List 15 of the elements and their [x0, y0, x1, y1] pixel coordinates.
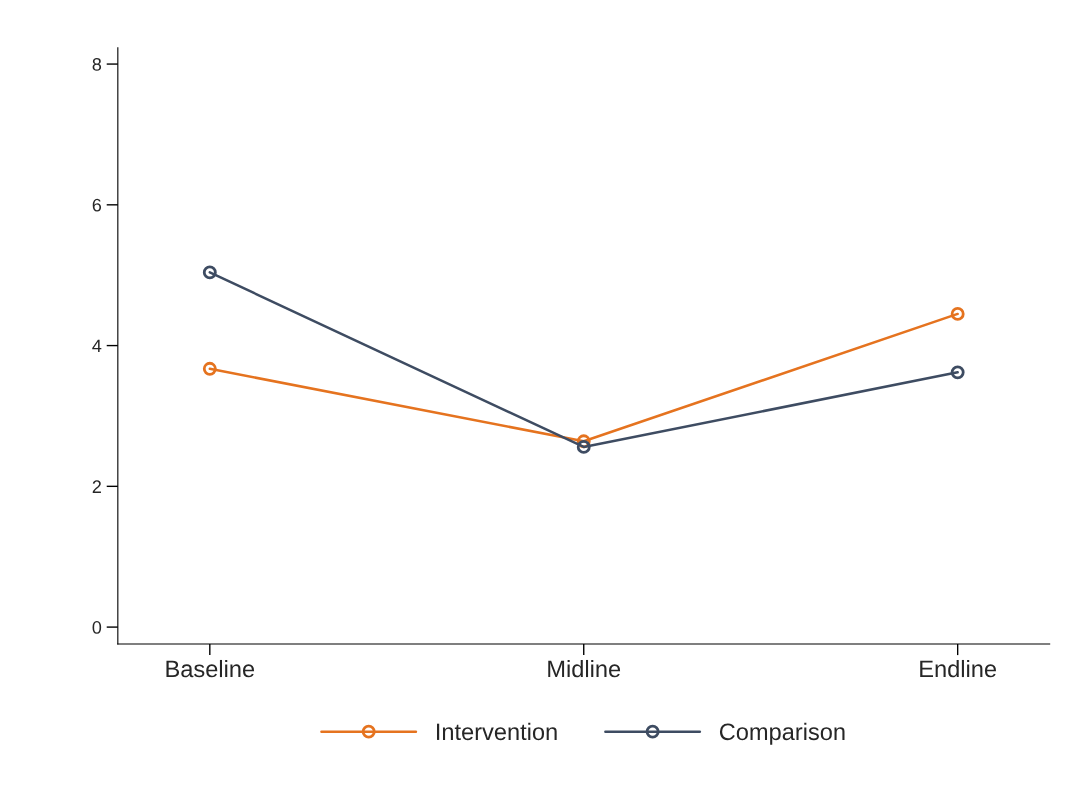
legend-label: Comparison: [719, 722, 845, 745]
y-tick-label: 2: [92, 480, 101, 493]
point: [202, 265, 217, 280]
x-tick-label: Midline: [548, 659, 621, 678]
y-tick-label: 0: [92, 621, 102, 634]
point: [202, 361, 217, 376]
point: [576, 439, 591, 454]
y-tick-label: 8: [92, 58, 102, 71]
legend-label: Intervention: [436, 722, 557, 741]
x-tick-label: Baseline: [166, 659, 255, 678]
point: [950, 365, 965, 380]
y-tick-label: 4: [92, 339, 102, 353]
x-tick-label: Endline: [920, 659, 996, 678]
point: [950, 306, 965, 321]
y-tick-label: 6: [92, 198, 102, 212]
